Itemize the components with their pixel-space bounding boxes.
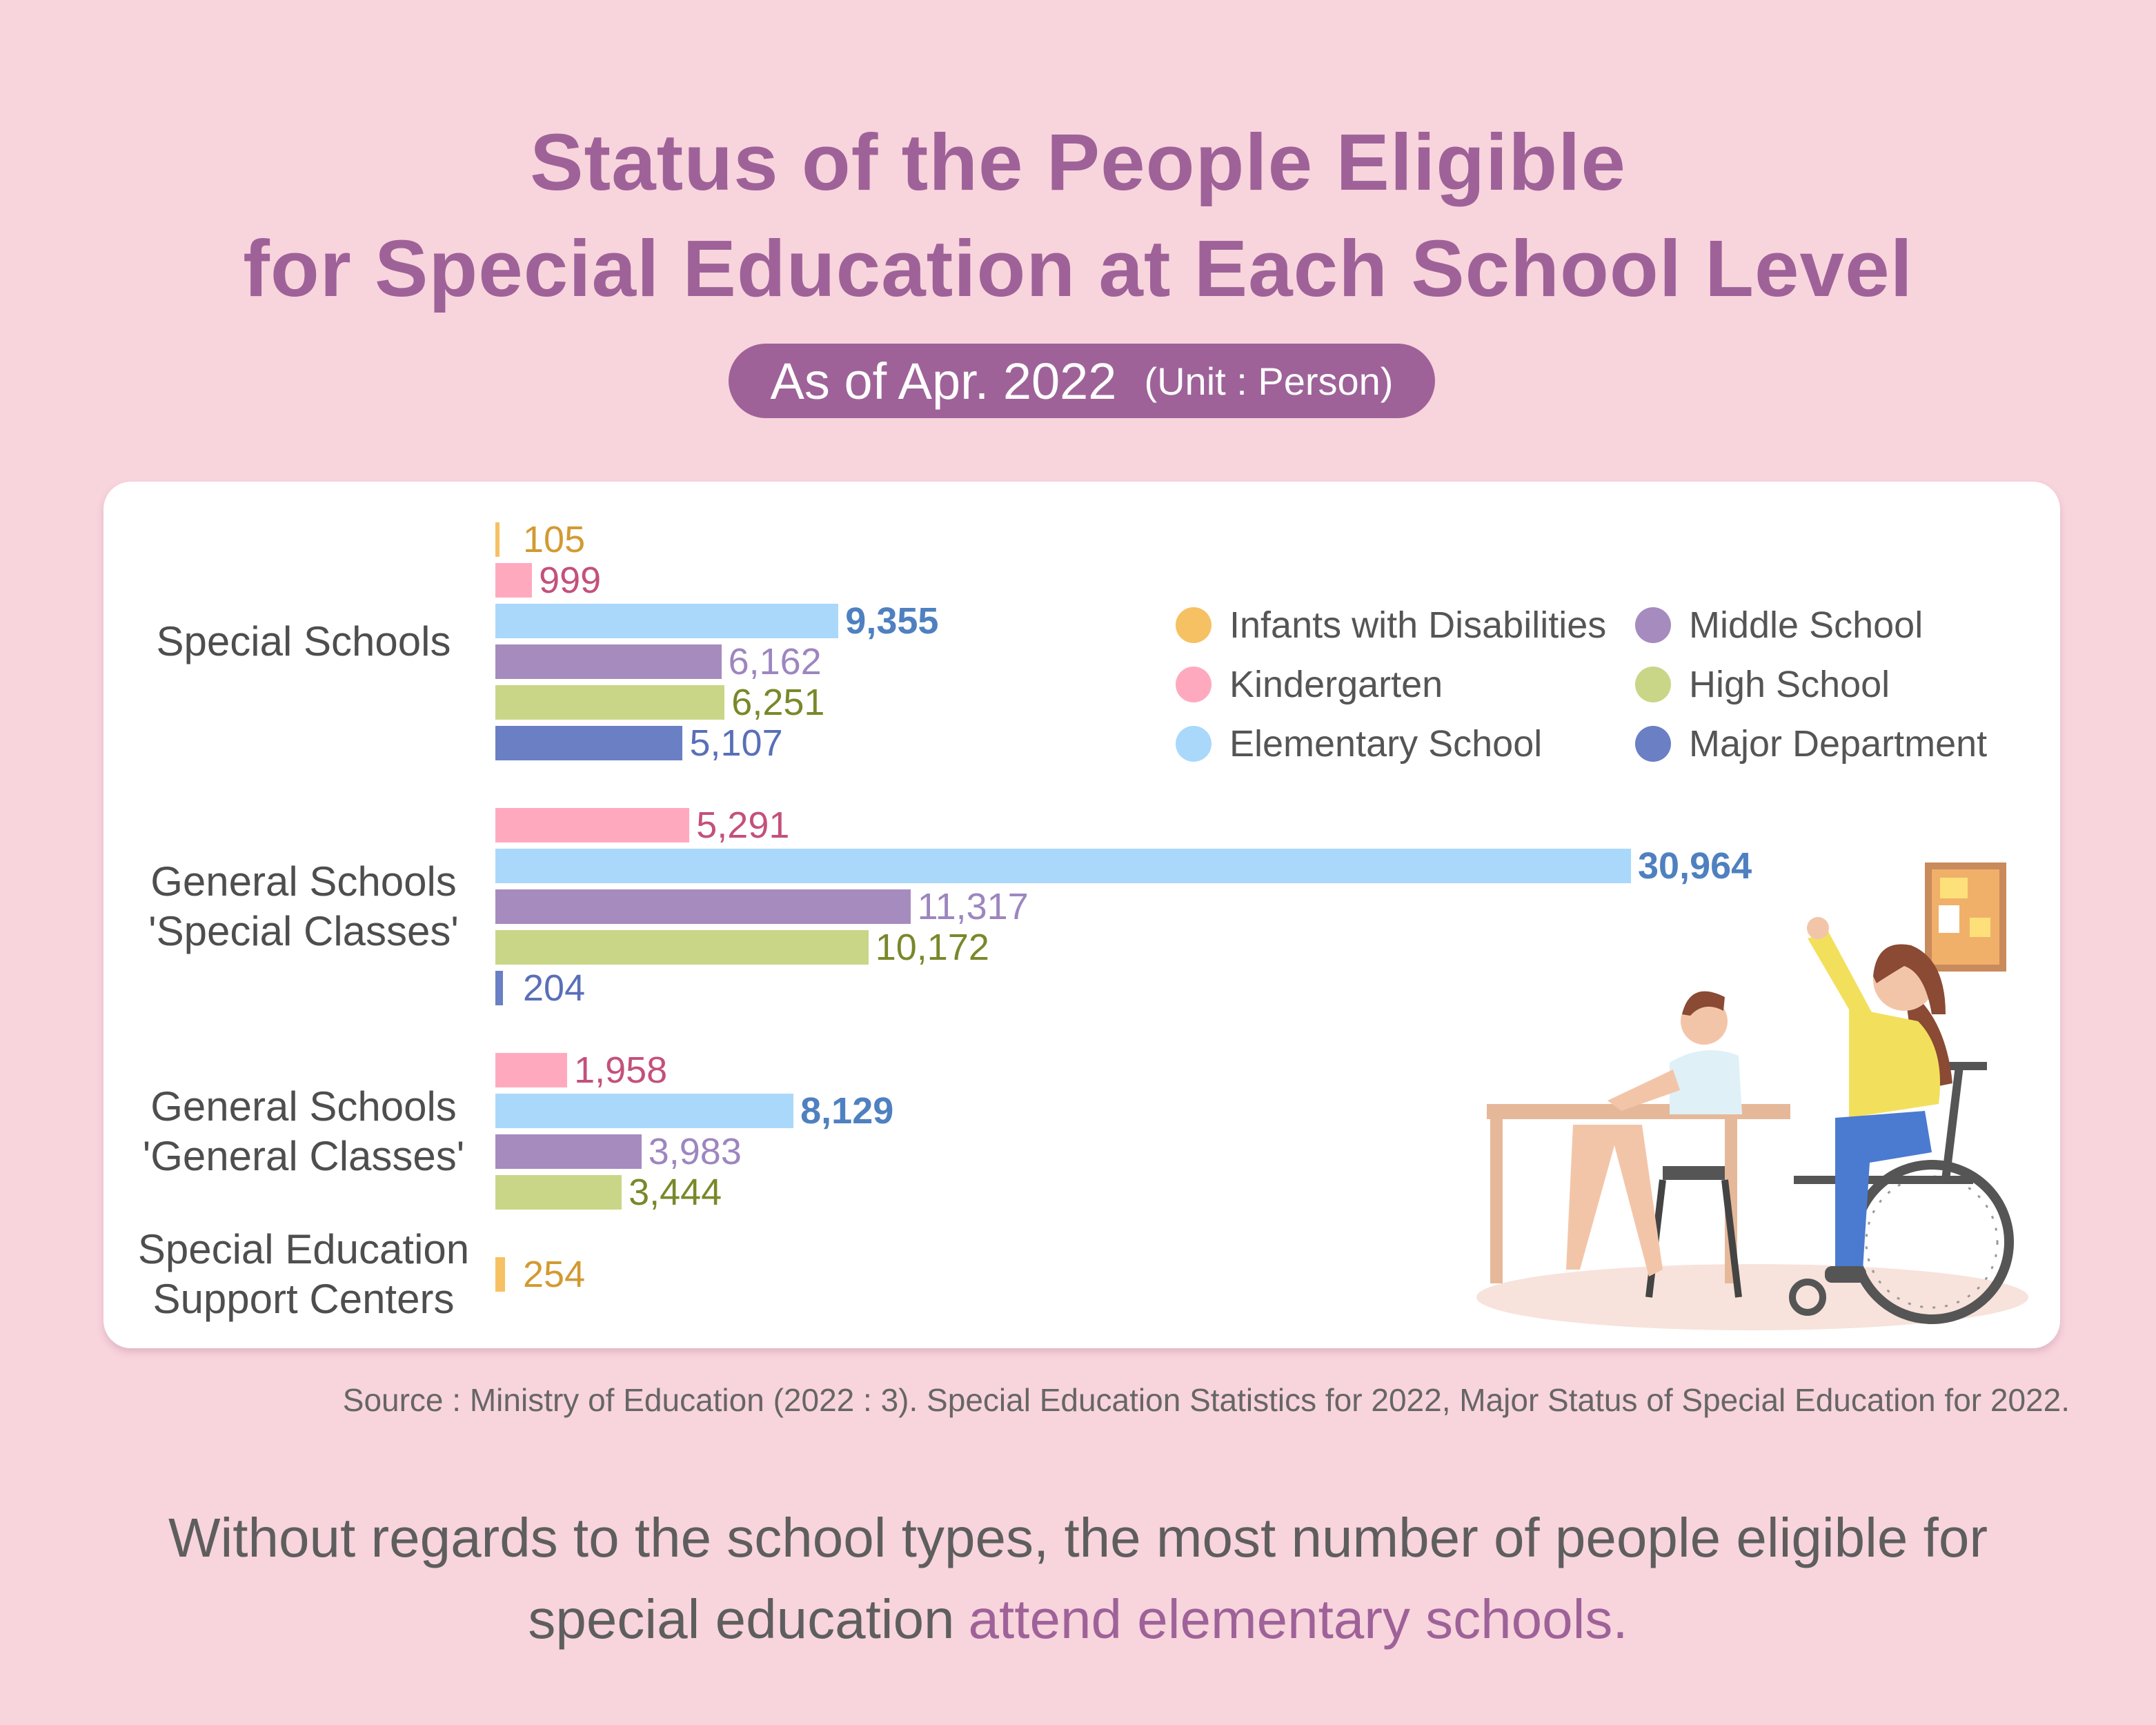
- value-label: 204: [523, 967, 586, 1009]
- value-label: 3,444: [629, 1172, 722, 1213]
- bar: [495, 1053, 568, 1087]
- legend-marker: [1635, 667, 1671, 702]
- legend-marker: [1176, 607, 1211, 643]
- value-label: 3,983: [648, 1131, 742, 1172]
- category-label: Special Education Support Centers: [137, 1226, 470, 1322]
- value-label: 8,129: [800, 1090, 894, 1132]
- legend-item: Kindergarten: [1176, 663, 1443, 706]
- bar: [495, 563, 533, 598]
- bar: [495, 849, 1631, 883]
- bar: [495, 1134, 642, 1169]
- value-label: 5,291: [696, 805, 790, 846]
- category-label: General Schools 'Special Classes': [148, 858, 459, 954]
- legend-label: Major Department: [1689, 723, 1988, 765]
- value-label: 30,964: [1638, 845, 1752, 887]
- value-label: 999: [539, 560, 602, 601]
- unit: (Unit : Person): [1144, 359, 1394, 403]
- legend-marker: [1176, 726, 1211, 762]
- note-highlight: attend elementary schools.: [968, 1588, 1628, 1650]
- legend-label: Infants with Disabilities: [1229, 604, 1607, 646]
- source: Source : Ministry of Education (2022 : 3…: [342, 1382, 2070, 1418]
- bar: [495, 930, 869, 965]
- note-text: Without regards to the school types, the…: [168, 1507, 1988, 1650]
- legend-label: Middle School: [1689, 604, 1923, 646]
- value-label: 10,172: [875, 927, 989, 968]
- value-label: 9,355: [845, 600, 939, 642]
- legend-label: Kindergarten: [1229, 664, 1443, 705]
- bar: [495, 604, 839, 638]
- bar: [495, 522, 500, 557]
- value-label: 105: [523, 519, 586, 560]
- legend-item: Major Department: [1635, 722, 1987, 765]
- title-line: Status of the People Eligible: [530, 117, 1626, 207]
- legend-marker: [1635, 726, 1671, 762]
- bar: [495, 726, 683, 760]
- bar: [495, 644, 722, 679]
- legend-item: High School: [1635, 663, 1890, 706]
- legend-marker: [1176, 667, 1211, 702]
- value-label: 1,958: [574, 1049, 668, 1091]
- bar: [495, 1257, 505, 1292]
- bar: [495, 971, 503, 1005]
- legend-marker: [1635, 607, 1671, 643]
- bar: [495, 685, 725, 720]
- subtitle-pill: As of Apr. 2022 (Unit : Person): [729, 344, 1435, 418]
- legend-label: High School: [1689, 664, 1890, 705]
- value-label: 5,107: [689, 722, 783, 764]
- subtitle: As of Apr. 2022: [770, 352, 1117, 410]
- legend-label: Elementary School: [1229, 723, 1543, 765]
- value-label: 6,162: [728, 641, 822, 682]
- note: Without regards to the school types, the…: [138, 1497, 2018, 1660]
- bar: [495, 889, 911, 924]
- title-line: for Special Education at Each School Lev…: [243, 224, 1913, 313]
- legend-item: Elementary School: [1176, 722, 1542, 765]
- category-label: General Schools 'General Classes': [142, 1083, 465, 1179]
- bar: [495, 808, 690, 842]
- value-label: 254: [523, 1254, 586, 1295]
- bar: [495, 1094, 794, 1128]
- legend-item: Middle School: [1635, 604, 1923, 647]
- category-label: Special Schools: [156, 618, 451, 664]
- bar: [495, 1175, 622, 1210]
- value-label: 6,251: [731, 682, 825, 723]
- illustration: [1476, 862, 2028, 1330]
- legend-item: Infants with Disabilities: [1176, 604, 1606, 647]
- value-label: 11,317: [917, 886, 1029, 927]
